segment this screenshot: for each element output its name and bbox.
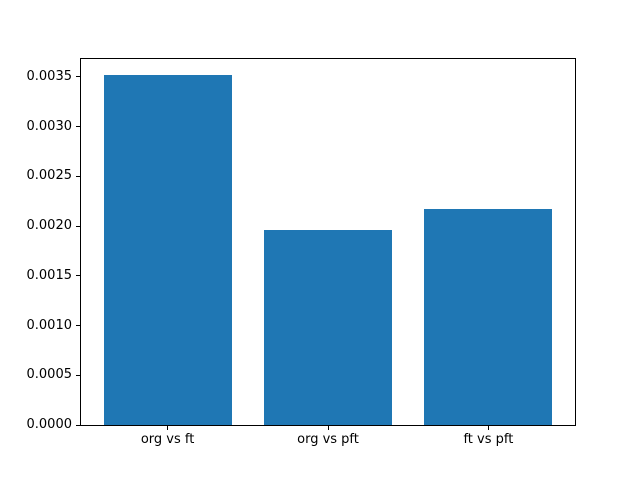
y-tick-mark bbox=[76, 126, 80, 128]
y-tick-mark bbox=[76, 275, 80, 277]
y-tick-mark bbox=[76, 76, 80, 78]
x-tick-label: org vs ft bbox=[140, 432, 195, 447]
y-tick-mark bbox=[76, 374, 80, 376]
y-tick-label: 0.0000 bbox=[26, 417, 73, 432]
bar-org-vs-ft bbox=[103, 74, 232, 425]
plot-area bbox=[80, 58, 576, 426]
x-tick-mark bbox=[487, 426, 489, 430]
y-tick-mark bbox=[76, 175, 80, 177]
y-tick-label: 0.0020 bbox=[26, 218, 73, 234]
x-tick-label: org vs pft bbox=[297, 432, 359, 447]
x-tick-mark bbox=[327, 426, 329, 430]
x-tick-label: ft vs pft bbox=[463, 432, 514, 447]
y-tick-mark bbox=[76, 225, 80, 227]
bar-org-vs-pft bbox=[263, 230, 393, 425]
x-tick-mark bbox=[167, 426, 169, 430]
y-tick-mark bbox=[76, 325, 80, 326]
y-tick-label: 0.0030 bbox=[26, 118, 73, 134]
bar-ft-vs-pft bbox=[424, 209, 553, 425]
y-tick-label: 0.0010 bbox=[26, 317, 73, 333]
y-tick-mark bbox=[76, 424, 80, 426]
y-tick-label: 0.0015 bbox=[26, 267, 73, 283]
y-tick-label: 0.0035 bbox=[26, 68, 73, 84]
y-tick-label: 0.0005 bbox=[26, 367, 73, 383]
y-tick-label: 0.0025 bbox=[26, 168, 73, 184]
